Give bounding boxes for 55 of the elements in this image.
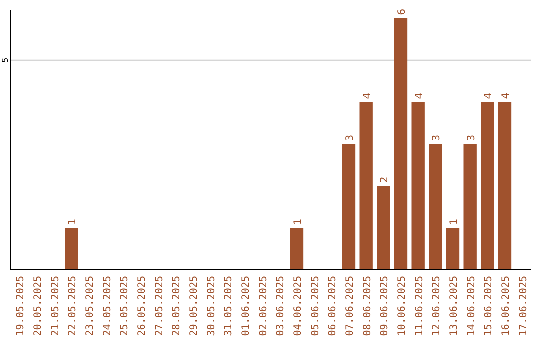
- x-tick-label: 31.05.2025: [224, 276, 235, 336]
- x-tick-label: 19.05.2025: [16, 276, 27, 336]
- x-tick-label: 17.06.2025: [518, 276, 530, 336]
- data-label: 1: [449, 218, 460, 226]
- bar: [65, 228, 78, 270]
- x-tick-label: 16.06.2025: [501, 276, 512, 336]
- bar: [412, 102, 425, 270]
- x-tick-label: 12.06.2025: [432, 276, 443, 336]
- x-tick-label: 08.06.2025: [362, 276, 374, 336]
- bar: [481, 102, 494, 270]
- y-tick-label: 5: [1, 58, 10, 63]
- data-label: 1: [68, 218, 79, 226]
- x-tick-label: 07.06.2025: [345, 276, 356, 336]
- x-tick-label: 13.06.2025: [449, 276, 460, 336]
- x-tick-label: 05.06.2025: [310, 276, 322, 336]
- bar: [342, 144, 356, 270]
- x-tick-label: 11.06.2025: [414, 276, 426, 336]
- data-label: 3: [466, 134, 478, 142]
- data-label: 1: [293, 218, 304, 226]
- data-label: 2: [380, 176, 391, 184]
- x-tick-label: 25.05.2025: [120, 276, 131, 336]
- data-label: 6: [397, 9, 408, 16]
- x-tick-label: 20.05.2025: [33, 276, 44, 336]
- data-label: 3: [432, 134, 443, 142]
- data-label: 4: [362, 92, 374, 100]
- bar: [290, 228, 304, 270]
- data-label: 4: [414, 92, 426, 100]
- x-tick-label: 28.05.2025: [172, 276, 183, 336]
- bar: [394, 18, 408, 270]
- x-tick-label: 29.05.2025: [189, 276, 200, 336]
- x-tick-label: 06.06.2025: [328, 276, 339, 336]
- x-tick-label: 01.06.2025: [241, 276, 252, 336]
- x-tick-label: 09.06.2025: [380, 276, 391, 336]
- bar: [464, 144, 477, 270]
- bar: [360, 102, 373, 270]
- data-label: 4: [484, 92, 495, 100]
- x-tick-label: 14.06.2025: [466, 276, 478, 336]
- bar: [498, 102, 512, 270]
- x-tick-label: 03.06.2025: [276, 276, 287, 336]
- x-tick-label: 04.06.2025: [293, 276, 304, 336]
- x-tick-label: 02.06.2025: [258, 276, 270, 336]
- data-label: 4: [501, 92, 512, 100]
- x-tick-label: 26.05.2025: [137, 276, 148, 336]
- data-label: 3: [345, 134, 356, 142]
- x-tick-label: 10.06.2025: [397, 276, 408, 336]
- bar: [429, 144, 442, 270]
- x-tick-label: 21.05.2025: [50, 276, 62, 336]
- x-tick-label: 22.05.2025: [68, 276, 79, 336]
- x-tick-label: 15.06.2025: [484, 276, 495, 336]
- bar: [446, 228, 460, 270]
- bar: [377, 186, 390, 270]
- x-tick-label: 30.05.2025: [206, 276, 218, 336]
- x-tick-label: 24.05.2025: [102, 276, 114, 336]
- x-tick-label: 23.05.2025: [85, 276, 96, 336]
- x-tick-label: 27.05.2025: [154, 276, 166, 336]
